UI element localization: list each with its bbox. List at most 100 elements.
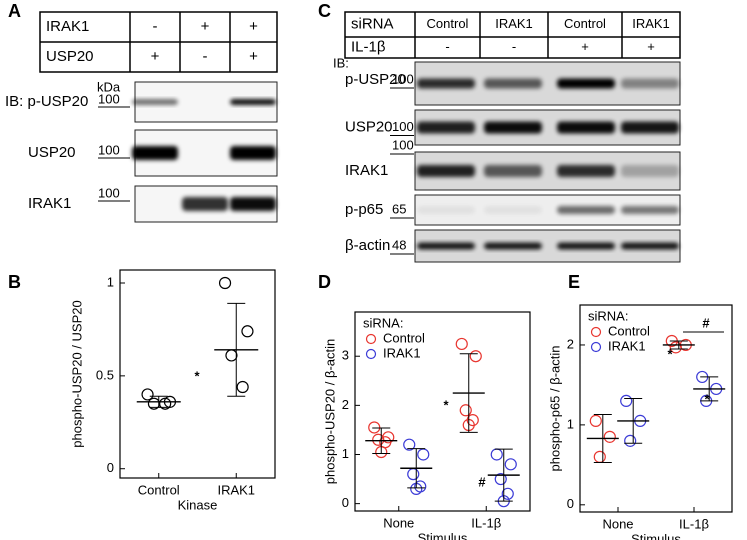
cell: IRAK1 <box>495 16 533 31</box>
y-tick-label: 1 <box>107 274 114 289</box>
data-point <box>669 341 682 354</box>
cell: - <box>203 48 208 65</box>
error-bar <box>669 340 688 350</box>
data-point <box>403 438 416 451</box>
band <box>182 197 228 211</box>
band <box>621 242 679 250</box>
cell: + <box>647 39 655 54</box>
x-tick-label: IL-1β <box>471 515 501 530</box>
y-tick-label: 2 <box>342 397 349 412</box>
blot-label: IB: p-USP20 <box>5 93 88 110</box>
x-axis-label: Kinase <box>178 497 218 512</box>
cell: + <box>201 18 210 35</box>
blot-label: IRAK1 <box>28 195 71 212</box>
kda-marker: 100 <box>98 142 120 157</box>
band <box>417 206 475 214</box>
data-point <box>141 388 154 401</box>
blot-label: p-p65 <box>345 201 383 218</box>
band <box>230 99 276 105</box>
data-point <box>159 397 172 410</box>
y-tick-label: 0.5 <box>96 367 114 382</box>
data-point <box>407 468 420 481</box>
plot-frame <box>579 304 733 513</box>
legend-entry: Control <box>383 330 425 345</box>
kda-marker: 100 <box>392 137 414 152</box>
panel-letter: A <box>8 1 21 21</box>
band <box>557 206 615 214</box>
panel-letter: C <box>318 1 331 21</box>
blot-label: p-USP20 <box>345 71 406 88</box>
y-tick-label: 1 <box>567 416 574 431</box>
blot-label: β-actin <box>345 237 390 254</box>
y-tick-label: 2 <box>567 336 574 351</box>
cell: Control <box>427 16 469 31</box>
x-tick-label: IL-1β <box>679 516 709 531</box>
band <box>230 146 276 160</box>
band <box>132 146 178 160</box>
legend-marker <box>365 333 377 345</box>
legend-title: siRNA: <box>363 315 403 330</box>
panel-letter: E <box>568 272 580 292</box>
kda-label: kDa <box>97 79 121 94</box>
data-point <box>218 276 232 290</box>
band <box>484 206 542 214</box>
legend-title: siRNA: <box>588 308 628 323</box>
band <box>132 99 178 105</box>
data-point <box>589 414 602 427</box>
annotation: * <box>667 346 673 361</box>
x-axis-label: Stimulus <box>631 531 681 540</box>
cell: - <box>153 18 158 35</box>
y-axis-label: phospho-USP20 / USP20 <box>69 300 84 447</box>
blot-label: USP20 <box>28 144 76 161</box>
data-point <box>501 487 514 500</box>
band <box>484 242 542 250</box>
data-point <box>603 430 616 443</box>
panel-letter: D <box>318 272 331 292</box>
y-axis-label: phospho-p65 / β-actin <box>547 345 562 471</box>
data-point <box>469 350 482 363</box>
error-bar <box>624 398 643 444</box>
cell: - <box>445 39 449 54</box>
x-tick-label: Control <box>138 482 180 497</box>
band <box>417 165 475 177</box>
legend-entry: IRAK1 <box>608 338 646 353</box>
band <box>621 78 679 89</box>
row-label: IRAK1 <box>46 18 89 35</box>
y-axis-label: phospho-USP20 / β-actin <box>322 339 337 485</box>
legend-marker <box>590 326 602 338</box>
error-bar <box>149 395 168 408</box>
plot-frame <box>354 311 531 512</box>
annotation: * <box>704 391 710 406</box>
y-tick-label: 1 <box>342 446 349 461</box>
legend-entry: Control <box>608 323 650 338</box>
band <box>230 197 276 211</box>
table-frame <box>344 11 681 59</box>
cell: + <box>581 39 589 54</box>
data-point <box>494 472 507 486</box>
legend-marker <box>590 341 602 353</box>
annotation: * <box>194 368 200 383</box>
y-tick-label: 3 <box>342 348 349 363</box>
band <box>484 121 542 134</box>
panel-letter: B <box>8 272 21 292</box>
kda-marker: 100 <box>392 119 414 134</box>
annotation: # <box>478 474 486 489</box>
band <box>417 121 475 134</box>
blot-label: USP20 <box>345 118 393 135</box>
band <box>417 242 475 250</box>
kda-marker: 100 <box>98 185 120 200</box>
data-point <box>455 337 468 351</box>
error-bar <box>227 302 246 397</box>
data-point <box>225 349 238 362</box>
band <box>621 206 679 214</box>
error-bar <box>459 353 478 433</box>
plot-frame <box>119 269 276 479</box>
blot-label: IRAK1 <box>345 162 388 179</box>
data-point <box>459 404 472 417</box>
error-bar <box>700 376 719 402</box>
band <box>557 165 615 177</box>
kda-marker: 100 <box>392 71 414 86</box>
kda-marker: 48 <box>392 237 406 252</box>
y-tick-label: 0 <box>107 460 114 475</box>
